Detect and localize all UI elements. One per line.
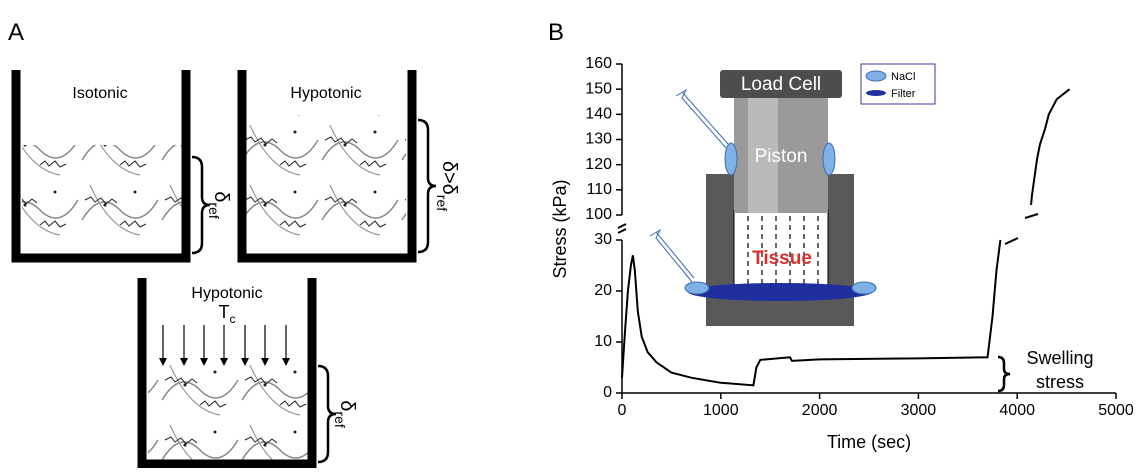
delta: δ>δref <box>434 161 460 211</box>
x-tick-label: 1000 <box>703 402 739 419</box>
annotation: Swelling <box>1026 348 1093 368</box>
x-tick-label: 2000 <box>802 402 838 419</box>
y-tick-label: 20 <box>594 282 612 299</box>
container-compressed: Hypotonic Tc δref <box>137 278 358 469</box>
x-axis-label: Time (sec) <box>827 432 911 452</box>
y-tick-label: 100 <box>585 206 612 223</box>
tissue-label: Tissue <box>752 248 812 269</box>
x-tick-label: 4000 <box>999 402 1035 419</box>
delta-subscript: ref <box>206 202 222 218</box>
axis-break <box>617 228 627 234</box>
panel-label: B <box>548 19 564 46</box>
legend-label: NaCl <box>891 71 915 83</box>
data-line <box>621 239 1002 387</box>
apparatus-inset: Load Cell Piston Tissue NaCl Filter <box>649 63 936 326</box>
load-cell-label: Load Cell <box>741 74 821 95</box>
annotation: stress <box>1036 372 1084 392</box>
y-tick-label: 0 <box>603 384 612 401</box>
data-line <box>1030 88 1071 206</box>
axis-break <box>617 223 627 229</box>
axis-break <box>1024 213 1039 219</box>
brace <box>997 355 1011 393</box>
container-isotonic: Isotonic δref <box>11 70 232 263</box>
box-title: Hypotonic <box>290 85 361 102</box>
delta: δref <box>206 191 232 219</box>
load-symbol: T <box>219 302 230 322</box>
delta: δref <box>332 400 358 428</box>
y-tick-label: 120 <box>585 156 612 173</box>
container-hypotonic: Hypotonic δ>δref <box>237 70 460 263</box>
load-subscript: c <box>230 312 236 326</box>
delta-symbol: δ>δ <box>438 161 460 195</box>
panel-label: A <box>8 19 24 46</box>
y-tick-label: 130 <box>585 131 612 148</box>
y-tick-label: 30 <box>594 231 612 248</box>
piston-label: Piston <box>755 146 808 167</box>
x-tick-label: 5000 <box>1098 402 1134 419</box>
y-tick-label: 10 <box>594 333 612 350</box>
legend-label: Filter <box>891 88 916 100</box>
y-tick-label: 110 <box>586 181 612 198</box>
y-tick-label: 150 <box>585 80 612 97</box>
y-tick-label: 160 <box>585 55 612 72</box>
delta-symbol: δ <box>210 191 232 202</box>
x-tick-label: 3000 <box>901 402 937 419</box>
delta-subscript: ref <box>332 411 348 427</box>
axis-break <box>1004 237 1019 245</box>
delta-symbol: δ <box>336 400 358 411</box>
y-axis-label: Stress (kPa) <box>550 179 570 278</box>
delta-subscript: ref <box>434 195 450 211</box>
load: Tc <box>219 302 236 326</box>
x-tick-label: 0 <box>618 402 627 419</box>
y-tick-label: 140 <box>585 106 612 123</box>
box-title: Hypotonic <box>191 285 262 302</box>
box-title: Isotonic <box>72 85 127 102</box>
